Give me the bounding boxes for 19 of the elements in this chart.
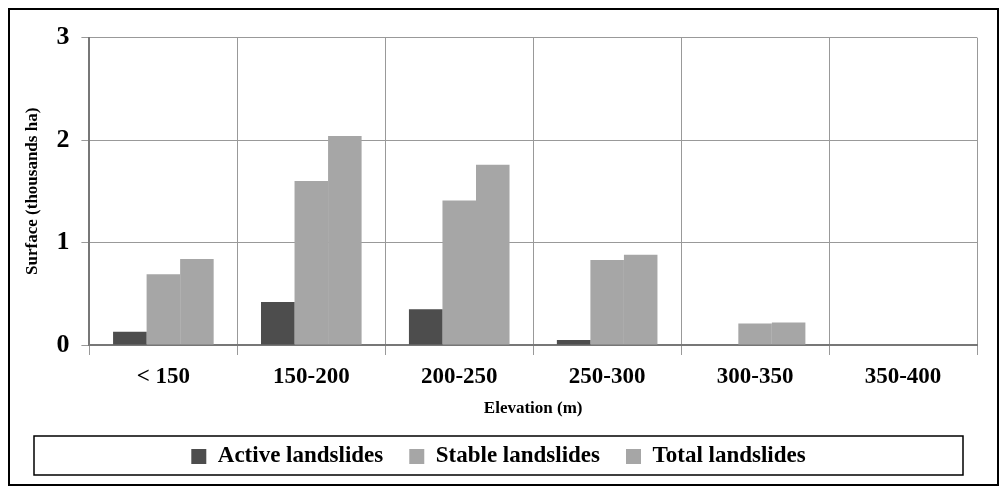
x-tick-label: 250-300 [568, 362, 646, 388]
bar [556, 339, 591, 345]
x-tick-label: < 150 [136, 362, 191, 388]
legend-label: Active landslides [217, 442, 384, 468]
x-tick-label: 350-400 [864, 362, 942, 388]
x-tick-label: 150-200 [272, 362, 350, 388]
legend-label: Total landslides [652, 442, 806, 468]
x-tick-label: 300-350 [716, 362, 794, 388]
y-axis-title: Surface (thousands ha) [21, 107, 41, 275]
y-tick-label: 0 [56, 328, 70, 358]
bar [408, 309, 443, 345]
y-tick-label: 3 [56, 21, 70, 51]
y-tick-label: 1 [56, 226, 70, 256]
x-axis-title: Elevation (m) [483, 398, 583, 418]
bar [261, 301, 295, 345]
bar [113, 331, 147, 345]
y-tick-label: 2 [56, 123, 70, 153]
legend-label: Stable landslides [435, 442, 601, 468]
x-tick-label: 200-250 [420, 362, 498, 388]
